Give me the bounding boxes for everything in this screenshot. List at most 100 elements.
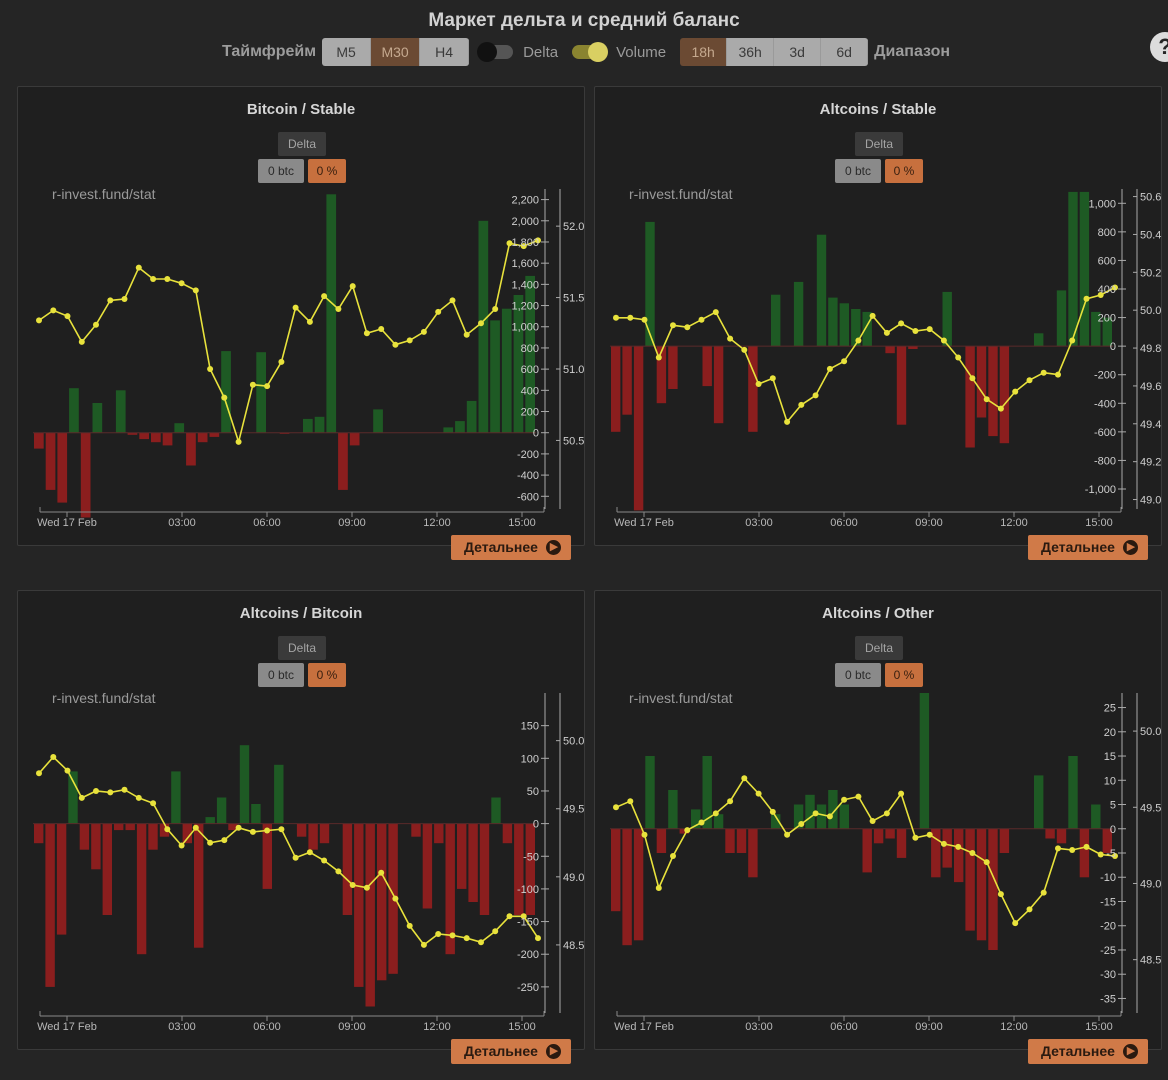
range-option-3d[interactable]: 3d [774,38,822,66]
balance-point [221,394,228,401]
timeframe-option-m30[interactable]: M30 [371,38,421,66]
delta-bar-positive [1091,804,1101,829]
right-tick-label: 49.4 [1140,419,1161,431]
balance-point [36,317,42,324]
right-tick-label: 51.0 [563,364,584,376]
details-button[interactable]: Детальнее ▶ [451,535,571,560]
balance-point [755,381,762,387]
watermark: r-invest.fund/stat [52,690,156,706]
delta-bar-negative [611,346,621,432]
delta-bar-negative [885,828,895,839]
delta-bar-negative [525,823,535,915]
x-tick-label: 15:00 [508,517,536,529]
delta-bar-positive [942,291,952,347]
left-tick-label: 25 [1104,703,1116,715]
range-option-36h[interactable]: 36h [727,38,775,66]
delta-bar-negative [45,823,55,987]
delta-toggle-track[interactable] [477,42,514,62]
delta-bar-negative [725,828,735,853]
balance-point [855,793,862,800]
left-tick-label: -30 [1100,969,1116,981]
balance-point [812,392,819,399]
volume-toggle-knob[interactable] [588,42,609,62]
balance-point [50,307,57,314]
delta-bar-negative [296,823,307,837]
balance-point [841,358,848,365]
delta-toggle[interactable]: Delta [477,42,558,62]
balance-point [698,819,705,826]
delta-bar-negative [34,432,44,449]
balance-point [684,827,691,834]
watermark: r-invest.fund/stat [629,186,733,202]
balance-point [378,869,385,876]
left-tick-label: -15 [1100,896,1116,908]
timeframe-option-m5[interactable]: M5 [322,38,372,66]
balance-point [392,341,399,348]
left-tick-label: 50 [527,786,539,798]
x-tick-label: 06:00 [830,1021,858,1033]
balance-point [1112,853,1118,859]
delta-bar-negative [633,346,644,511]
delta-header: Delta [855,132,904,156]
range-option-6d[interactable]: 6d [821,38,869,66]
balance-point [784,831,791,838]
balance-point [150,276,157,282]
balance-point [406,922,413,929]
balance-point [841,796,848,803]
delta-header: Delta [855,636,904,660]
delta-bar-negative [931,828,941,878]
range-option-18h[interactable]: 18h [680,38,728,66]
delta-bar-negative [468,823,478,902]
balance-point [435,308,442,315]
balance-point [121,296,128,302]
balance-point [926,326,933,333]
details-button[interactable]: Детальнее ▶ [1028,535,1148,560]
balance-point [349,283,356,290]
panel-altcoins-other: Altcoins / Other Delta 0 btc 0 % r-inves… [594,590,1162,1064]
details-button[interactable]: Детальнее ▶ [1028,1039,1148,1064]
panel-title: Altcoins / Other [822,605,934,622]
delta-bar-positive [816,804,827,829]
delta-bar-positive [490,320,500,433]
delta-bar-positive [919,693,930,829]
delta-bar-negative [57,432,68,503]
details-button-label: Детальнее [464,1043,538,1059]
delta-toggle-knob[interactable] [477,42,498,62]
left-tick-label: 800 [521,343,539,355]
watermark: r-invest.fund/stat [52,186,156,202]
x-tick-label: 09:00 [915,517,943,529]
balance-point [164,826,171,833]
balance-point [755,790,762,797]
delta-bar-positive [466,400,477,433]
watermark: r-invest.fund/stat [629,690,733,706]
delta-bar-negative [349,432,360,446]
left-tick-label: 0 [1110,341,1116,353]
balance-point [492,928,499,935]
delta-header: Delta [278,132,327,156]
balance-point [613,804,619,811]
balance-point [684,324,691,331]
balance-point [378,326,385,332]
help-icon[interactable]: ? [1150,32,1168,62]
delta-bar-negative [319,823,330,844]
balance-point [221,837,228,844]
balance-point [292,304,299,311]
delta-bar-negative [91,823,101,870]
delta-bar-positive [1068,756,1078,829]
delta-bar-negative [80,432,91,518]
left-tick-label: 5 [1110,800,1116,812]
balance-point [235,824,242,831]
timeframe-option-h4[interactable]: H4 [420,38,470,66]
details-button-label: Детальнее [464,539,538,555]
details-button[interactable]: Детальнее ▶ [451,1039,571,1064]
chart-svg: Wed 17 Feb 03:00 06:00 09:00 12:00 15:00 -250 -… [33,693,584,1033]
delta-bar-positive [816,234,827,347]
delta-bar-negative [885,346,895,354]
balance-point [107,297,114,304]
balance-point [655,354,662,361]
left-tick-label: 2,000 [511,216,539,228]
volume-toggle-track[interactable] [572,42,609,62]
volume-toggle[interactable]: Volume [572,42,666,62]
right-tick-label: 50.5 [563,435,584,447]
right-tick-label: 48.5 [1140,955,1161,967]
